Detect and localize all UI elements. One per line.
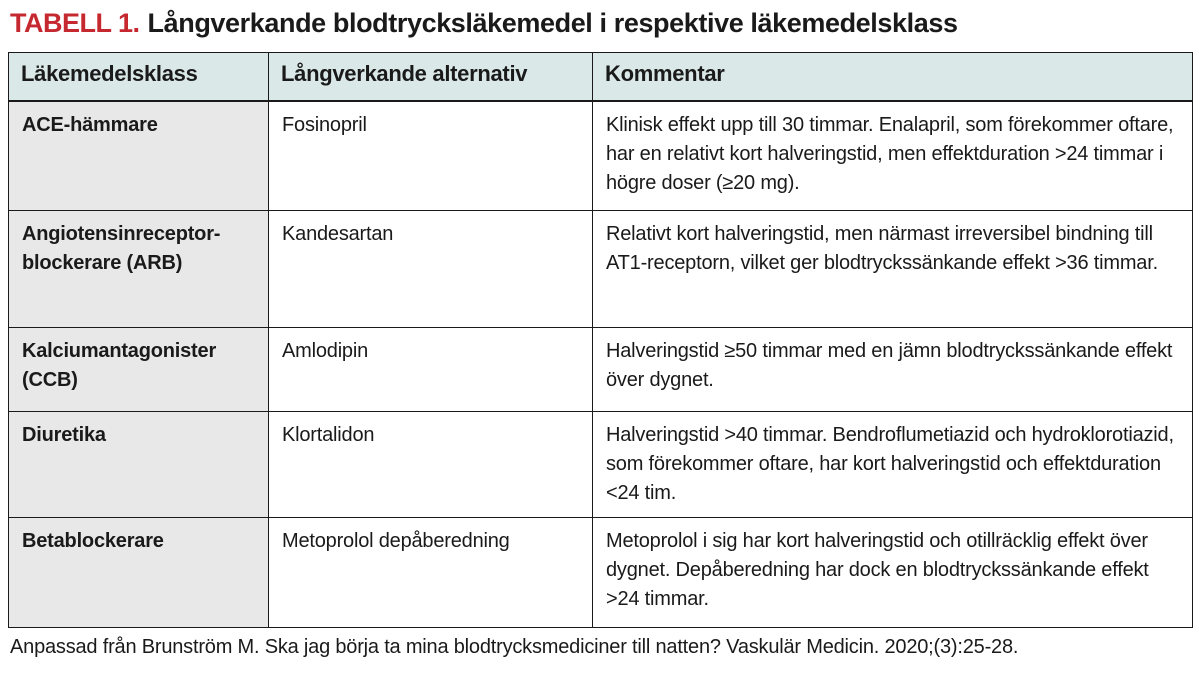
- header-long-acting-alternative: Långverkande alternativ: [268, 52, 593, 102]
- comment-cell: Metoprolol i sig har kort halveringstid …: [592, 517, 1193, 628]
- drug-class-cell: Diuretika: [8, 411, 269, 518]
- alternative-cell: Amlodipin: [268, 327, 593, 412]
- drug-class-cell: ACE-hämmare: [8, 100, 269, 211]
- alternative-cell: Fosinopril: [268, 100, 593, 211]
- alternative-cell: Kandesartan: [268, 210, 593, 328]
- drug-class-cell: Angiotensinreceptor- blockerare (ARB): [8, 210, 269, 328]
- table-row: Betablockerare Metoprolol depåberedning …: [8, 517, 1193, 628]
- table-title-tag: TABELL 1.: [10, 8, 140, 38]
- drug-class-table: Läkemedelsklass Långverkande alternativ …: [8, 52, 1193, 628]
- header-comment: Kommentar: [592, 52, 1193, 102]
- comment-cell: Halveringstid >40 timmar. Bendroflumetia…: [592, 411, 1193, 518]
- header-drug-class: Läkemedelsklass: [8, 52, 269, 102]
- table-title: TABELL 1. Långverkande blodtrycksläkemede…: [10, 8, 1192, 39]
- drug-class-cell: Betablockerare: [8, 517, 269, 628]
- table-row: ACE-hämmare Fosinopril Klinisk effekt up…: [8, 100, 1193, 211]
- comment-cell: Relativt kort halveringstid, men närmast…: [592, 210, 1193, 328]
- table-row: Angiotensinreceptor- blockerare (ARB) Ka…: [8, 210, 1193, 328]
- comment-cell: Klinisk effekt upp till 30 timmar. Enala…: [592, 100, 1193, 211]
- table-title-text: Långverkande blodtrycksläkemedel i respe…: [147, 8, 958, 38]
- table-header-row: Läkemedelsklass Långverkande alternativ …: [8, 52, 1193, 102]
- table-row: Diuretika Klortalidon Halveringstid >40 …: [8, 411, 1193, 518]
- drug-class-cell: Kalciumantagonister (CCB): [8, 327, 269, 412]
- table-row: Kalciumantagonister (CCB) Amlodipin Halv…: [8, 327, 1193, 412]
- source-citation: Anpassad från Brunström M. Ska jag börja…: [10, 636, 1019, 658]
- comment-cell: Halveringstid ≥50 timmar med en jämn blo…: [592, 327, 1193, 412]
- alternative-cell: Klortalidon: [268, 411, 593, 518]
- alternative-cell: Metoprolol depåberedning: [268, 517, 593, 628]
